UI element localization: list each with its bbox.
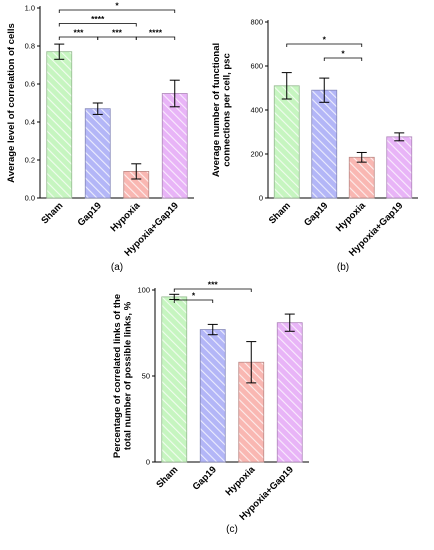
y-tick-label: 800 — [250, 18, 263, 27]
significance-label: * — [115, 1, 119, 11]
y-axis-title: Average number of functionalconnections … — [211, 43, 233, 177]
bar-sham — [161, 296, 188, 463]
x-tick-label: Sham — [154, 464, 180, 490]
bar-sham — [46, 51, 73, 199]
x-tick-label: Sham — [267, 200, 293, 226]
panel-label: (b) — [337, 262, 349, 273]
significance-bracket — [286, 43, 363, 47]
y-axis-title-line-1: Percentage of correlated links of the — [112, 294, 123, 458]
y-tick-label: 0.2 — [25, 156, 35, 165]
y-tick-label: 400 — [250, 106, 263, 115]
x-tick-label: Gap19 — [191, 464, 219, 492]
bar-hypoxia-gap19 — [386, 136, 413, 199]
x-tick-label: Hypoxia — [108, 200, 142, 234]
y-tick-label: 0.0 — [25, 194, 35, 203]
y-tick-label: 600 — [250, 62, 263, 71]
y-axis-title-line-1: Average number of functional — [211, 43, 222, 177]
chart-panel-a: 0.0 0.2 0.4 0.6 0.8 1.0 Average level of corre… — [6, 1, 194, 273]
y-tick-label: 0.6 — [25, 80, 35, 89]
significance-bracket — [58, 9, 176, 13]
bar-sham — [273, 85, 300, 199]
bar-gap19 — [199, 329, 226, 463]
y-axis-title: Average level of correlation of cells — [6, 23, 17, 183]
significance-label: * — [341, 49, 345, 59]
significance-label: **** — [91, 14, 105, 24]
significance-label: * — [192, 291, 196, 301]
y-tick-label: 0 — [146, 458, 150, 467]
y-tick-label: 1.0 — [25, 4, 35, 13]
significance-label: * — [323, 35, 327, 45]
y-tick-label: 0 — [259, 194, 263, 203]
y-tick-label: 0.4 — [25, 118, 35, 127]
significance-bracket — [135, 36, 176, 40]
y-tick-label: 100 — [137, 286, 150, 295]
significance-bracket — [173, 299, 214, 303]
y-axis-title: Percentage of correlated links of thetot… — [112, 294, 134, 458]
significance-bracket — [323, 57, 363, 61]
significance-label: **** — [149, 28, 163, 38]
x-tick-label: Sham — [39, 200, 65, 226]
bar-gap19 — [311, 89, 338, 199]
significance-label: *** — [74, 28, 85, 38]
panel-label: (c) — [226, 524, 238, 535]
bar-gap19 — [84, 108, 111, 199]
y-tick-label: 200 — [250, 150, 263, 159]
y-axis-title-line-2: total number of possible links, % — [123, 301, 134, 450]
bar-hypoxia — [123, 170, 150, 199]
significance-label: *** — [208, 280, 219, 290]
panel-label: (a) — [111, 262, 123, 273]
significance-label: *** — [112, 28, 123, 38]
y-axis-title-line-2: connections per cell, psc — [222, 53, 233, 167]
significance-bracket — [173, 288, 252, 292]
bar-hypoxia-gap19 — [161, 93, 188, 199]
x-tick-label: Hypoxia — [223, 464, 257, 498]
y-tick-label: 0.8 — [25, 42, 35, 51]
significance-bracket — [58, 23, 137, 27]
bar-hypoxia — [348, 156, 375, 199]
x-tick-label: Gap19 — [76, 200, 104, 228]
x-tick-label: Gap19 — [302, 200, 330, 228]
x-tick-label: Hypoxia — [334, 200, 368, 234]
bar-hypoxia-gap19 — [276, 322, 303, 463]
y-tick-label: 50 — [142, 372, 150, 381]
chart-panel-b: 0 200 400 600 800 Average number of functiona… — [211, 18, 418, 273]
